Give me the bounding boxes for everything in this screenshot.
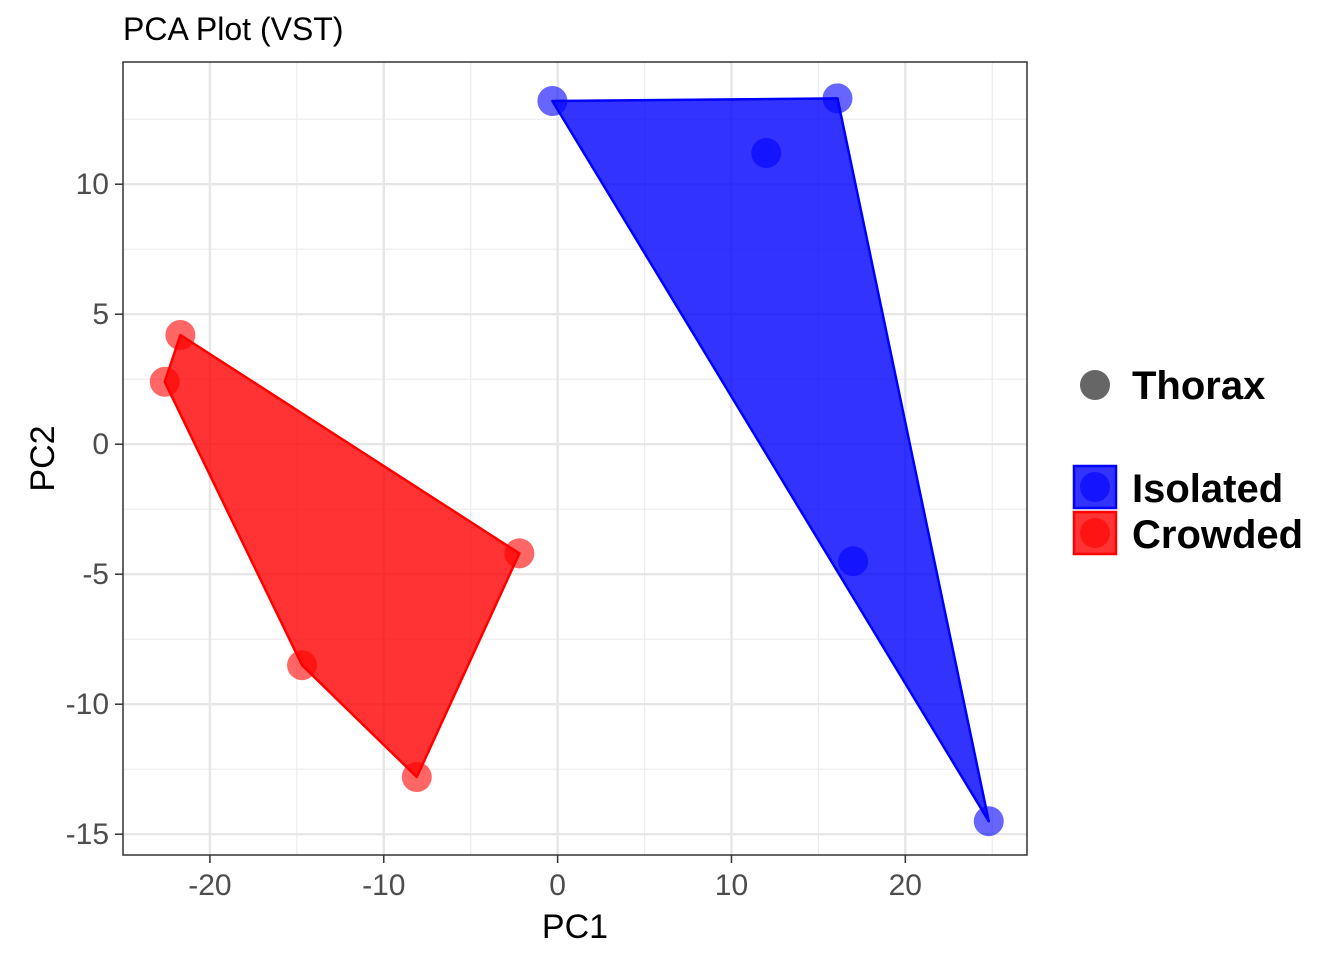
data-points bbox=[149, 83, 1004, 837]
x-axis-title: PC1 bbox=[542, 908, 608, 946]
hull-isolated bbox=[551, 97, 991, 823]
legend-label-crowded: Crowded bbox=[1132, 513, 1303, 557]
point-crowded bbox=[401, 762, 432, 792]
y-tick-label: -10 bbox=[66, 688, 109, 721]
plot-panel-border bbox=[122, 61, 1028, 856]
y-axis-title: PC2 bbox=[24, 425, 62, 491]
point-isolated bbox=[973, 806, 1004, 837]
y-tick-label: 0 bbox=[92, 428, 109, 461]
x-tick-label: 10 bbox=[715, 869, 748, 902]
x-tick-label: 20 bbox=[889, 869, 922, 902]
y-tick-label: -5 bbox=[82, 558, 109, 591]
hull-crowded bbox=[163, 333, 521, 779]
x-axis-ticks: -20 -10 0 10 20 bbox=[188, 855, 922, 902]
point-isolated bbox=[838, 546, 869, 577]
x-tick-label: -10 bbox=[362, 869, 405, 902]
x-tick-label: 0 bbox=[549, 869, 566, 902]
legend-label-isolated: Isolated bbox=[1132, 467, 1283, 511]
point-crowded bbox=[287, 650, 318, 681]
point-crowded bbox=[165, 320, 196, 350]
y-tick-label: 5 bbox=[92, 298, 109, 331]
legend-key-dot-isolated bbox=[1080, 472, 1110, 502]
point-crowded bbox=[504, 538, 535, 569]
x-tick-label: -20 bbox=[188, 869, 231, 902]
y-tick-label: -15 bbox=[66, 818, 109, 851]
legend-key-dot-crowded bbox=[1080, 518, 1110, 548]
group-hulls bbox=[163, 97, 991, 823]
chart-title: PCA Plot (VST) bbox=[123, 11, 344, 47]
y-axis-ticks: -15 -10 -5 0 5 10 bbox=[66, 168, 123, 851]
point-isolated bbox=[751, 138, 782, 168]
legend-shape-label: Thorax bbox=[1132, 364, 1265, 408]
point-crowded bbox=[149, 366, 180, 397]
point-isolated bbox=[537, 86, 568, 116]
point-isolated bbox=[822, 83, 853, 114]
legend-shape-key bbox=[1080, 370, 1110, 400]
y-tick-label: 10 bbox=[76, 168, 109, 201]
